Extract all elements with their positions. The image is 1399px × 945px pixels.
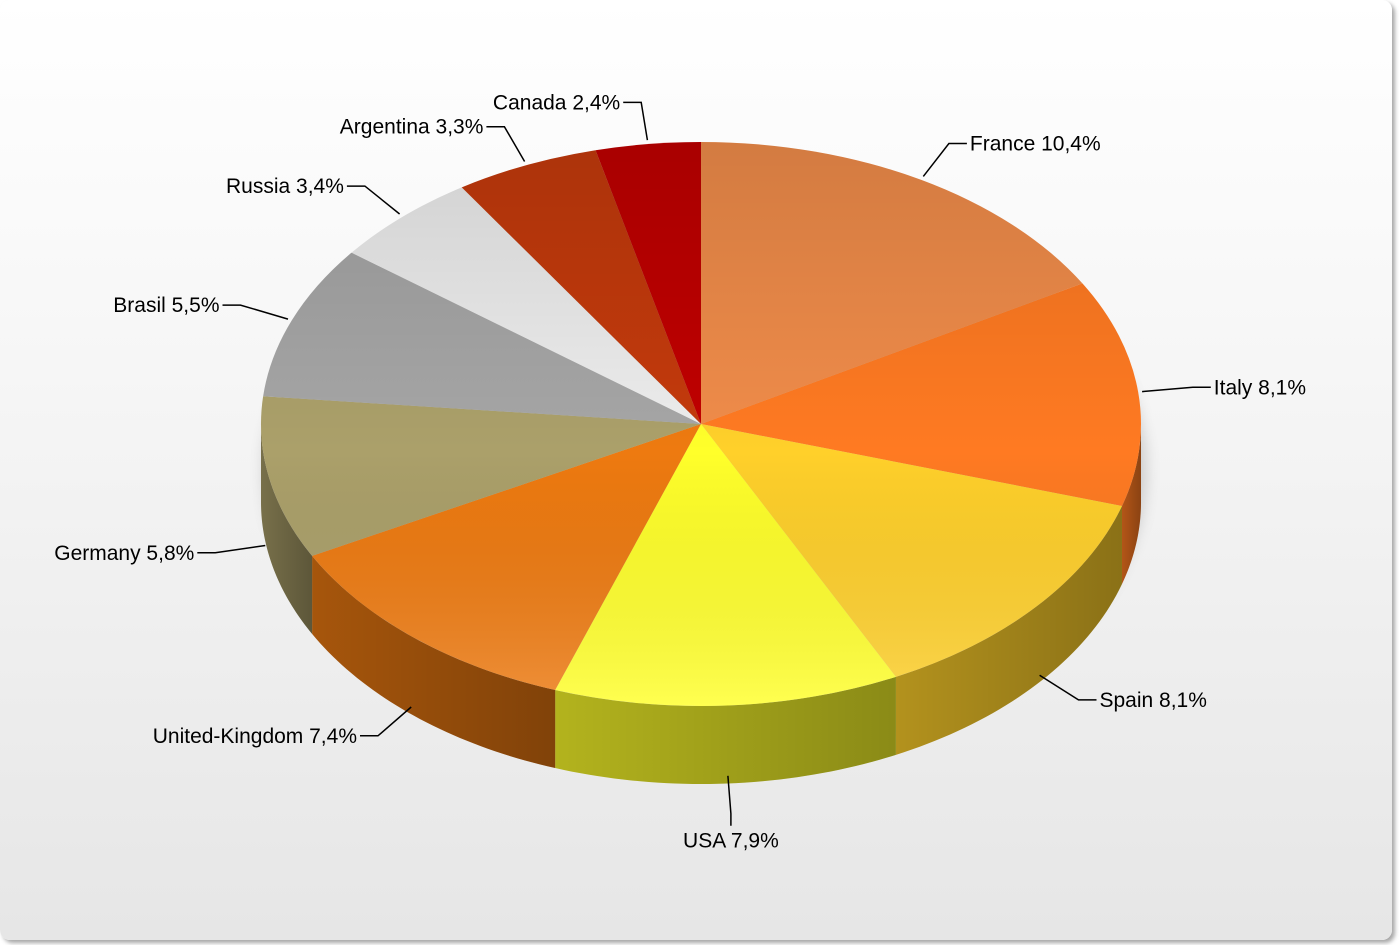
slice-label-italy: Italy 8,1% [1214, 376, 1306, 399]
pie-label-layer: France 10,4% Italy 8,1% Spain 8,1% USA 7,9%… [54, 91, 1306, 852]
slice-label-russia: Russia 3,4% [226, 175, 344, 198]
slice-label-usa: USA 7,9% [683, 830, 779, 853]
leader-line-germany [197, 544, 266, 554]
pie-top-layer [261, 142, 1141, 707]
leader-line-italy [1142, 386, 1211, 393]
slice-label-spain: Spain 8,1% [1100, 689, 1207, 712]
slice-label-brasil: Brasil 5,5% [113, 294, 219, 317]
leader-line-argentina [486, 125, 526, 162]
slice-label-canada: Canada 2,4% [493, 91, 620, 114]
slice-label-united-kingdom: United-Kingdom 7,4% [153, 725, 357, 748]
leader-line-canada [623, 101, 649, 141]
slice-label-argentina: Argentina 3,3% [340, 116, 484, 139]
leader-line-spain [1039, 674, 1097, 701]
leader-line-russia [346, 185, 401, 215]
slice-label-germany: Germany 5,8% [54, 542, 194, 565]
leader-line-france [922, 142, 967, 177]
leader-line-brasil [222, 304, 289, 320]
leader-line-usa [727, 775, 732, 826]
leader-line-united-kingdom [360, 706, 412, 737]
slice-label-france: France 10,4% [970, 133, 1101, 156]
